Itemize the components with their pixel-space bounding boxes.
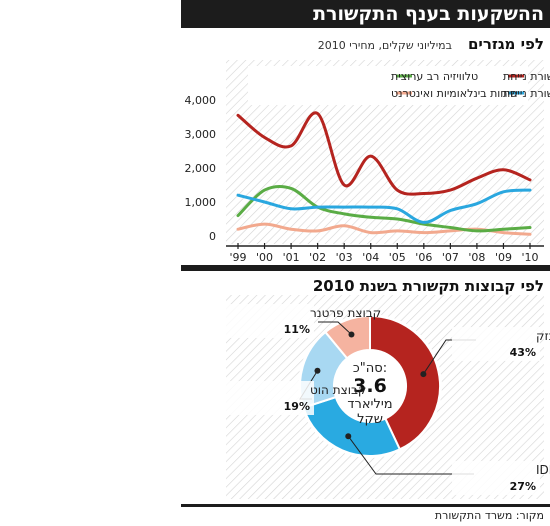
slice-value: 27% (510, 480, 536, 493)
donut-center-total: 3.6 (353, 375, 387, 397)
y-tick-label: 0 (209, 230, 216, 243)
series-line-tv (236, 184, 532, 233)
slice-label-bg (226, 381, 314, 415)
x-tick-label: '01 (283, 251, 300, 264)
x-tick-label: '07 (442, 251, 459, 264)
donut-slice-partner (323, 314, 371, 360)
source-note: מקור: משרד התקשורת (434, 509, 544, 522)
section2-heading: לפי קבוצות תקשורת בשנת 2010 (312, 277, 544, 295)
y-tick-label: 1,000 (185, 196, 217, 209)
slice-label-bg (452, 461, 540, 495)
slice-value: 43% (510, 346, 536, 359)
series-line-intl (236, 222, 532, 236)
slice-label: קבוצת בזק (536, 329, 550, 343)
x-tick-label: '10 (521, 251, 538, 264)
callout-line (318, 321, 352, 335)
bottom-divider (181, 504, 550, 507)
series-line-fixed (236, 111, 532, 196)
banner-title: ההשקעות בענף התקשורת (181, 0, 550, 28)
y-tick-label: 3,000 (185, 128, 217, 141)
x-tick-label: '04 (362, 251, 379, 264)
callout-line (347, 435, 474, 475)
slice-label: קבוצת פרטנר (310, 306, 381, 320)
legend-label: טלוויזיה רב ערוצית (391, 70, 478, 83)
x-tick-label: '09 (495, 251, 512, 264)
donut-center-currency: שקל (357, 412, 383, 427)
donut-center-label: סה"כ: (353, 361, 387, 376)
legend-label: תקשורת נייחת (503, 87, 550, 100)
donut-slice-bezeq (369, 314, 441, 451)
x-tick-label: '02 (309, 251, 326, 264)
slice-label: קבוצת IDB (536, 463, 550, 477)
x-tick-label: '03 (336, 251, 353, 264)
line-legend-box (248, 66, 528, 105)
x-tick-label: '99 (229, 251, 246, 264)
x-tick-label: '08 (468, 251, 485, 264)
slice-value: 11% (284, 323, 310, 336)
section1-subtitle: במיליוני שקלים, מחירי 2010 (317, 39, 452, 52)
slice-label: קבוצת הוט (310, 383, 366, 397)
y-tick-label: 4,000 (185, 94, 217, 107)
section1-heading: לפי מגזרים (467, 35, 544, 53)
x-tick-label: '00 (256, 251, 273, 264)
slice-label-bg (452, 327, 540, 361)
x-tick-label: '06 (415, 251, 432, 264)
slice-label-bg (226, 304, 314, 338)
legend-label: שיחות בינלאומיות ואינטרנט (391, 87, 518, 100)
section-divider (181, 265, 550, 271)
legend-label: תקשורת נייחת (503, 70, 550, 83)
slice-value: 19% (284, 400, 310, 413)
y-tick-label: 2,000 (185, 162, 217, 175)
donut-center-unit: מיליארד (347, 397, 392, 412)
x-tick-label: '05 (389, 251, 406, 264)
series-line-mobile (236, 188, 532, 224)
